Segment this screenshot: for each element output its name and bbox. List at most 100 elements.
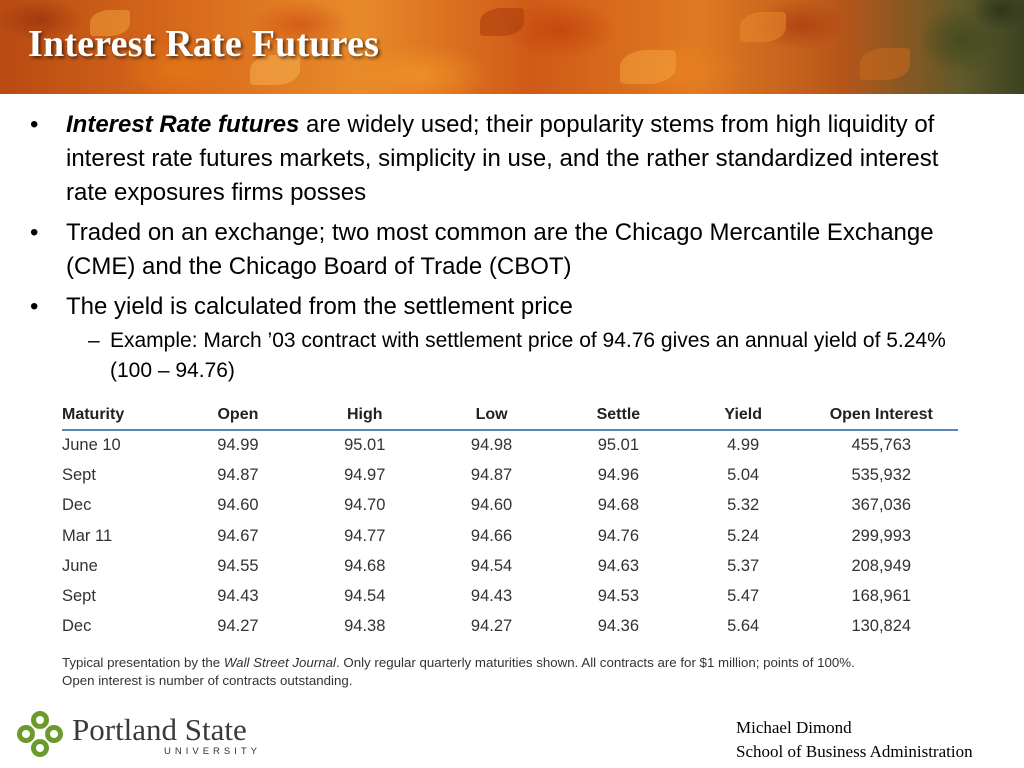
cell-yield: 5.64 (727, 617, 760, 636)
cell-high: 94.68 (344, 556, 386, 575)
cell-open: 94.55 (217, 556, 259, 575)
foliage-decoration (740, 12, 786, 42)
table-body: June 10 94.99 95.01 94.98 95.01 4.99 455,763 Se… (62, 430, 958, 642)
cell-yield: 5.24 (727, 526, 760, 545)
bullet-list: • Interest Rate futures are widely used;… (28, 108, 978, 386)
bullet-item: • Traded on an exchange; two most common… (28, 216, 978, 284)
cell-maturity: June 10 (62, 436, 121, 455)
logo-subtitle: UNIVERSITY (164, 746, 262, 757)
sub-bullet-item: – Example: March ’03 contract with settl… (28, 326, 978, 386)
bullet-text: Traded on an exchange; two most common a… (66, 219, 934, 280)
table-row: June 94.55 94.68 94.54 94.63 5.37 208,949 (62, 551, 958, 581)
futures-table-container: Maturity Open High Low Settle Yield Open… (62, 400, 958, 642)
cell-open-interest: 455,763 (851, 436, 912, 455)
cell-low: 94.54 (470, 556, 513, 575)
cell-open-interest: 299,993 (851, 526, 912, 545)
cell-low: 94.43 (470, 587, 513, 606)
cell-maturity: Dec (62, 496, 92, 515)
cell-maturity: Sept (62, 587, 96, 606)
cell-maturity: June (62, 556, 98, 575)
bullet-text: The yield is calculated from the settlem… (66, 293, 573, 320)
sub-bullet-text: Example: March ’03 contract with settlem… (110, 329, 946, 382)
cell-open-interest: 367,036 (851, 496, 912, 515)
cell-low: 94.98 (470, 436, 513, 455)
table-header-row: Maturity Open High Low Settle Yield Open… (62, 400, 958, 431)
cell-yield: 4.99 (727, 436, 760, 455)
bullet-item: • The yield is calculated from the settl… (28, 290, 978, 324)
table-note: Typical presentation by the Wall Street … (62, 654, 972, 690)
cell-high: 95.01 (344, 436, 386, 455)
foliage-decoration (250, 55, 300, 85)
cell-open-interest: 535,932 (851, 465, 912, 484)
cell-yield: 5.32 (727, 496, 760, 515)
foliage-decoration (90, 10, 130, 36)
sub-bullet-dash-icon: – (88, 329, 100, 352)
table-row: Dec 94.60 94.70 94.60 94.68 5.32 367,036 (62, 491, 958, 521)
column-header-yield: Yield (681, 400, 805, 431)
cell-open: 94.67 (217, 526, 259, 545)
cell-yield: 5.37 (727, 556, 760, 575)
note-prefix: Typical presentation by the (62, 655, 224, 670)
cell-yield: 5.04 (727, 465, 760, 484)
cell-low: 94.66 (470, 526, 513, 545)
cell-high: 94.70 (344, 496, 386, 515)
column-header-settle: Settle (554, 400, 682, 431)
bullet-dot-icon: • (30, 111, 39, 138)
cell-settle: 95.01 (597, 436, 640, 455)
cell-maturity: Sept (62, 465, 96, 484)
cell-settle: 94.36 (597, 617, 640, 636)
cell-open: 94.27 (217, 617, 259, 636)
cell-settle: 94.53 (597, 587, 640, 606)
cell-low: 94.60 (470, 496, 513, 515)
cell-maturity: Mar 11 (62, 526, 113, 545)
cell-yield: 5.47 (727, 587, 760, 606)
column-header-open-interest: Open Interest (804, 400, 958, 431)
cell-open-interest: 168,961 (851, 587, 912, 606)
column-header-open: Open (174, 400, 302, 431)
cell-open-interest: 208,949 (851, 556, 912, 575)
cell-settle: 94.96 (597, 465, 640, 484)
bullet-emphasis: Interest Rate futures (66, 111, 300, 138)
psu-leaf-icon (17, 711, 63, 757)
bullet-text: are widely used; their popularity stems … (66, 111, 939, 206)
author-name: Michael Dimond (736, 718, 852, 737)
cell-open: 94.60 (217, 496, 259, 515)
note-suffix: . Only regular quarterly maturities show… (335, 655, 855, 670)
cell-low: 94.27 (470, 617, 513, 636)
cell-high: 94.97 (344, 465, 386, 484)
foliage-decoration (620, 50, 676, 84)
logo-name: Portland State (72, 712, 247, 747)
cell-settle: 94.76 (597, 526, 640, 545)
bullet-dot-icon: • (30, 219, 39, 246)
column-header-low: Low (428, 400, 555, 431)
cell-high: 94.38 (344, 617, 386, 636)
table-row: June 10 94.99 95.01 94.98 95.01 4.99 455,763 (62, 430, 958, 460)
header-banner: Interest Rate Futures (0, 0, 1024, 94)
bullet-dot-icon: • (30, 293, 39, 320)
column-header-maturity: Maturity (62, 400, 175, 431)
cell-high: 94.54 (344, 587, 386, 606)
cell-open-interest: 130,824 (851, 617, 912, 636)
foliage-decoration (860, 48, 910, 80)
cell-open: 94.87 (217, 465, 259, 484)
table-note-line-1: Typical presentation by the Wall Street … (62, 654, 972, 672)
cell-settle: 94.68 (597, 496, 640, 515)
cell-open: 94.43 (217, 587, 259, 606)
foliage-decoration (480, 8, 524, 36)
column-header-high: High (301, 400, 429, 431)
author-credit: Michael Dimond School of Business Admini… (736, 716, 973, 764)
page-title: Interest Rate Futures (28, 23, 380, 65)
futures-table: Maturity Open High Low Settle Yield Open… (62, 400, 958, 642)
cell-low: 94.87 (470, 465, 513, 484)
table-row: Mar 11 94.67 94.77 94.66 94.76 5.24 299,993 (62, 521, 958, 551)
cell-high: 94.77 (344, 526, 386, 545)
school-name: School of Business Administration (736, 742, 973, 761)
cell-maturity: Dec (62, 617, 92, 636)
table-note-line-2: Open interest is number of contracts out… (62, 673, 353, 688)
table-row: Dec 94.27 94.38 94.27 94.36 5.64 130,824 (62, 612, 958, 642)
psu-logo: Portland State UNIVERSITY (16, 710, 276, 758)
cell-settle: 94.63 (597, 556, 640, 575)
table-row: Sept 94.87 94.97 94.87 94.96 5.04 535,932 (62, 460, 958, 490)
bullet-item: • Interest Rate futures are widely used;… (28, 108, 978, 210)
